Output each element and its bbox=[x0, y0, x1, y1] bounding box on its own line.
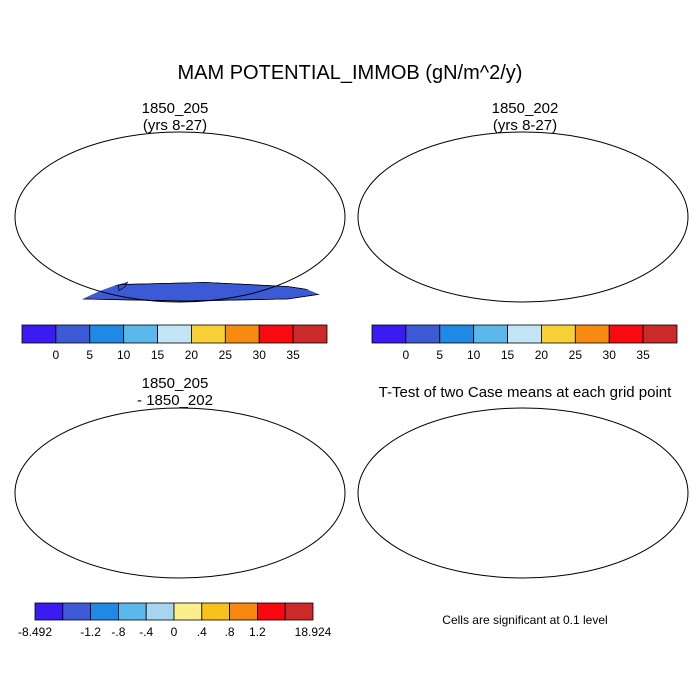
colorbar-box bbox=[541, 324, 576, 344]
colorbar-box bbox=[34, 602, 64, 621]
colorbar-tick-label: 0 bbox=[53, 348, 60, 362]
colorbar-tick-label: 18.924 bbox=[295, 625, 332, 639]
colorbar-tick-label: 5 bbox=[86, 348, 93, 362]
colorbar-box bbox=[507, 324, 542, 344]
colorbar-box bbox=[439, 324, 475, 344]
map-border bbox=[357, 407, 689, 579]
colorbar-panel-2: 0 5 10 15 20 25 30 35 bbox=[371, 324, 678, 362]
map-ocean bbox=[358, 408, 688, 578]
map-ocean bbox=[15, 132, 345, 302]
colorbar-box bbox=[90, 602, 119, 621]
colorbar-tick-label: 35 bbox=[636, 348, 650, 362]
colorbar-tick-label: 10 bbox=[117, 348, 131, 362]
colorbar-box bbox=[371, 324, 407, 344]
panel-3-title: 1850_205 - 1850_202 bbox=[55, 375, 295, 409]
colorbar-tick-label: 20 bbox=[185, 348, 199, 362]
panel-2-title-line2: (yrs 8-27) bbox=[492, 117, 558, 134]
panel-2-title-line1: 1850_202 bbox=[491, 100, 559, 117]
colorbar-box bbox=[292, 324, 328, 344]
colorbar-tick-label: 0 bbox=[403, 348, 410, 362]
colorbar-tick-label: 35 bbox=[286, 348, 300, 362]
colorbar-box bbox=[608, 324, 644, 344]
colorbar-tick-label: 0 bbox=[171, 625, 178, 639]
colorbar-tick-label: 10 bbox=[467, 348, 481, 362]
colorbar-tick-label: 30 bbox=[603, 348, 617, 362]
colorbar-tick-label: 15 bbox=[501, 348, 515, 362]
panel-4-title: T-Test of two Case means at each grid po… bbox=[355, 384, 695, 401]
panel-2-map bbox=[357, 131, 689, 303]
colorbar-box bbox=[145, 602, 175, 621]
colorbar-box bbox=[89, 324, 125, 344]
colorbar-box bbox=[473, 324, 508, 344]
panel-3-title-line2: - 1850_202 bbox=[137, 392, 213, 409]
panel-2-title: 1850_202 (yrs 8-27) bbox=[405, 100, 645, 134]
colorbar-box bbox=[21, 324, 57, 344]
colorbar-tick-label: -.8 bbox=[111, 625, 125, 639]
coastline bbox=[106, 272, 151, 292]
colorbar-tick-label: -.4 bbox=[139, 625, 153, 639]
map-ocean bbox=[358, 132, 688, 302]
panel-3-map bbox=[14, 407, 346, 579]
panel-3-title-line1: 1850_205 bbox=[141, 375, 209, 392]
colorbar-box bbox=[118, 602, 147, 621]
panel-1-title: 1850_205 (yrs 8-27) bbox=[55, 100, 295, 134]
colorbar-box bbox=[574, 324, 610, 344]
colorbar-box bbox=[256, 602, 286, 621]
map-ocean bbox=[15, 408, 345, 578]
colorbar-tick-label: -8.492 bbox=[18, 625, 52, 639]
colorbar-box bbox=[55, 324, 91, 344]
colorbar-box bbox=[201, 602, 231, 621]
map-border bbox=[357, 131, 689, 303]
main-title: MAM POTENTIAL_IMMOB (gN/m^2/y) bbox=[177, 62, 523, 84]
panel-4-map bbox=[357, 407, 689, 579]
colorbar-tick-label: -1.2 bbox=[80, 625, 101, 639]
colorbar-diff: -8.492 -1.2 -.8 -.4 0 .4 .8 1.2 18.924 bbox=[18, 602, 332, 639]
panel-4-title-line1: T-Test of two Case means at each grid po… bbox=[378, 384, 672, 401]
colorbar-tick-label: 25 bbox=[219, 348, 233, 362]
colorbar-box bbox=[642, 324, 678, 344]
map-border bbox=[14, 131, 346, 303]
colorbar-box bbox=[229, 602, 258, 621]
significance-note: Cells are significant at 0.1 level bbox=[442, 613, 608, 627]
colorbar-tick-label: .4 bbox=[197, 625, 207, 639]
colorbar-box bbox=[157, 324, 192, 344]
colorbar-tick-label: 15 bbox=[151, 348, 165, 362]
panel-1-map bbox=[14, 131, 346, 303]
map-border bbox=[14, 407, 346, 579]
colorbar-tick-label: 25 bbox=[569, 348, 583, 362]
colorbar-tick-label: 5 bbox=[436, 348, 443, 362]
colorbar-tick-label: .8 bbox=[225, 625, 235, 639]
colorbar-tick-label: 30 bbox=[253, 348, 267, 362]
colorbar-tick-label: 1.2 bbox=[249, 625, 266, 639]
colorbar-box bbox=[62, 602, 91, 621]
colorbar-box bbox=[284, 602, 314, 621]
colorbar-box bbox=[173, 602, 203, 621]
colorbar-box bbox=[224, 324, 260, 344]
colorbar-tick-label: 20 bbox=[535, 348, 549, 362]
colorbar-panel-1: 0 5 10 15 20 25 30 35 bbox=[21, 324, 328, 362]
colorbar-box bbox=[123, 324, 158, 344]
colorbar-box bbox=[405, 324, 441, 344]
colorbar-box bbox=[191, 324, 226, 344]
colorbar-box bbox=[258, 324, 294, 344]
panel-1-title-line2: (yrs 8-27) bbox=[142, 117, 208, 134]
panel-1-title-line1: 1850_205 bbox=[141, 100, 209, 117]
